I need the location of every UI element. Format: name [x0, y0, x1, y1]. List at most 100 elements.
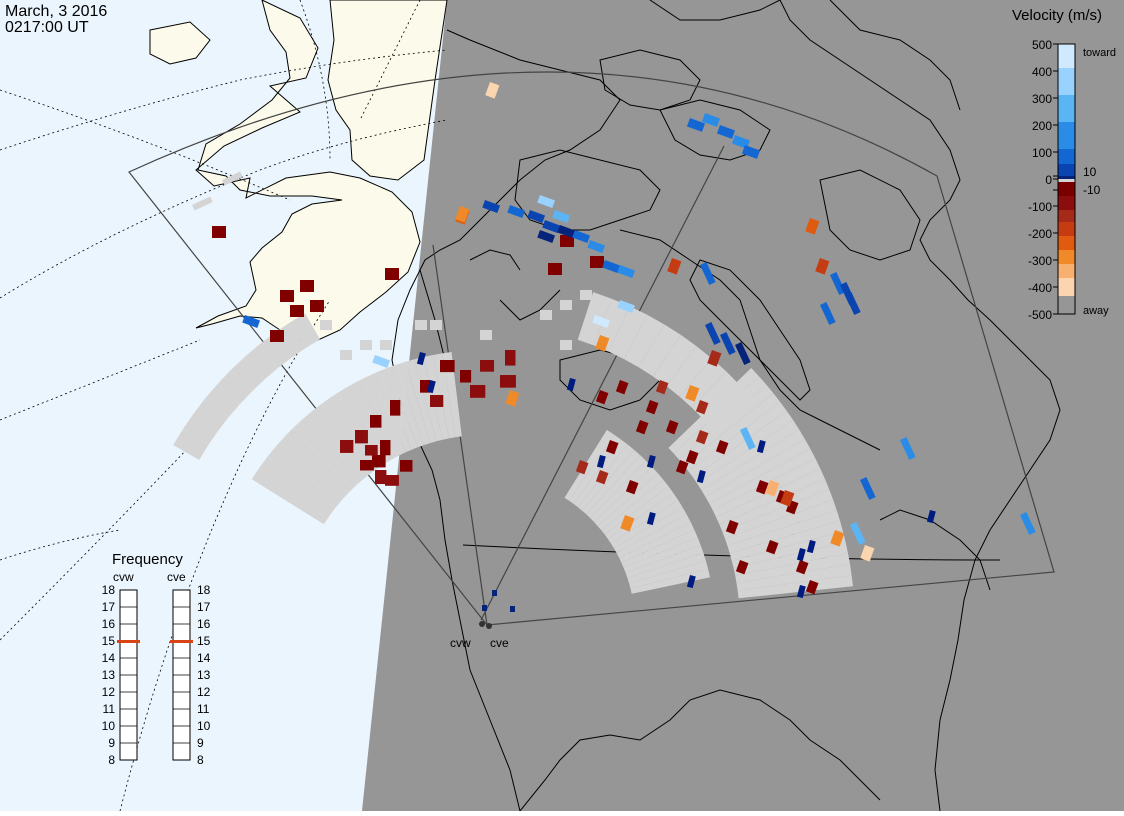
frequency-tick-label: 16 — [197, 617, 211, 631]
velocity-cell — [820, 302, 836, 325]
velocity-scale-bar — [1057, 43, 1076, 315]
velocity-cell — [592, 315, 611, 328]
velocity-cell — [560, 300, 572, 310]
scale-tick-label: 300 — [1032, 92, 1052, 106]
velocity-cell — [372, 355, 391, 368]
scale-block — [1058, 196, 1075, 210]
ground-scatter-cell — [727, 510, 840, 554]
radar-data-cells — [173, 82, 1036, 612]
velocity-cell — [590, 256, 604, 268]
velocity-cell — [400, 460, 413, 472]
velocity-cell — [756, 440, 766, 454]
velocity-cell — [655, 379, 669, 395]
frequency-marker-cvw — [117, 640, 140, 643]
away-label: away — [1083, 305, 1109, 317]
ground-scatter-cell — [736, 564, 852, 591]
ground-scatter-cell — [608, 306, 648, 360]
ground-scatter-cell — [173, 428, 209, 460]
velocity-cell — [580, 290, 592, 300]
ground-scatter-cell — [594, 467, 658, 527]
velocity-cell — [420, 380, 431, 393]
velocity-cell — [560, 340, 572, 350]
ground-scatter-cell — [666, 346, 712, 397]
scale-tick-label: -400 — [1028, 281, 1052, 295]
site-label-cve: cve — [490, 636, 509, 650]
velocity-cell — [375, 470, 387, 485]
velocity-cell — [572, 230, 591, 243]
ground-scatter-cell — [719, 478, 830, 532]
radar-sites: cvw cve — [450, 621, 509, 650]
velocity-cell — [430, 395, 444, 407]
velocity-cell — [340, 440, 354, 453]
velocity-cell — [280, 290, 294, 302]
ground-scatter-cell — [396, 361, 431, 446]
velocity-cell — [860, 545, 875, 562]
velocity-scale-title: Velocity (m/s) — [1012, 7, 1102, 24]
velocity-cell — [625, 480, 639, 495]
velocity-cell — [595, 470, 609, 485]
scale-block-ground — [1058, 179, 1075, 182]
ground-scatter-cell — [733, 542, 848, 576]
scale-block — [1058, 122, 1075, 149]
scale-block — [1058, 176, 1075, 179]
frequency-title: Frequency — [112, 551, 183, 568]
ground-scatter-cell — [705, 439, 811, 504]
scale-tick-label: 400 — [1032, 65, 1052, 79]
frequency-tick-label: 10 — [102, 719, 116, 733]
frequency-tick-label: 14 — [197, 651, 211, 665]
velocity-cell — [482, 605, 487, 611]
velocity-cell — [796, 585, 806, 599]
scale-block — [1058, 164, 1075, 176]
velocity-cell — [355, 430, 368, 444]
frequency-tick-label: 15 — [197, 634, 211, 648]
velocity-cell — [859, 477, 876, 500]
velocity-cell — [602, 260, 621, 273]
site-marker-cve — [486, 623, 492, 629]
velocity-cell — [605, 439, 619, 455]
velocity-cell — [482, 199, 501, 213]
ground-scatter-cell — [601, 479, 669, 535]
ground-scatter-cell — [625, 545, 704, 578]
ground-scatter-cell — [280, 434, 348, 499]
frequency-tick-label: 12 — [197, 685, 211, 699]
velocity-color-scale: Velocity (m/s) 500400300200100100-10-100… — [1012, 7, 1116, 322]
ground-scatter-cell — [230, 357, 265, 392]
velocity-cell — [765, 479, 780, 497]
velocity-cell — [540, 310, 552, 320]
ground-scatter-cell — [624, 314, 665, 368]
ground-scatter-cell — [716, 468, 825, 525]
velocity-cell — [440, 360, 455, 373]
velocity-cell — [830, 272, 846, 295]
velocity-cell — [740, 427, 756, 450]
frequency-tick-label: 17 — [102, 600, 116, 614]
scale-block — [1058, 210, 1075, 222]
velocity-cell — [492, 590, 497, 596]
frequency-panel: Frequency cvw cve 1817161514131211109818… — [102, 551, 211, 767]
frequency-radar-label-cvw: cvw — [113, 570, 134, 584]
velocity-cell — [500, 375, 516, 388]
velocity-cell — [696, 470, 706, 484]
ground-scatter-cell — [321, 398, 378, 473]
velocity-cell — [507, 205, 526, 218]
velocity-cell — [587, 240, 606, 253]
velocity-cell — [310, 300, 324, 312]
ground-scatter-cell — [432, 353, 456, 439]
velocity-cell — [695, 429, 709, 445]
ground-scatter-cell — [307, 409, 367, 481]
ground-scatter-cell — [678, 384, 774, 466]
ground-scatter-cell — [703, 385, 754, 433]
velocity-cell — [646, 512, 656, 526]
frequency-tick-label: 16 — [102, 617, 116, 631]
scale-tick-label: -300 — [1028, 254, 1052, 268]
ground-scatter-cell — [616, 514, 691, 558]
velocity-cell — [542, 220, 561, 233]
scale-block — [1058, 222, 1075, 236]
frequency-tick-label: 11 — [197, 702, 210, 716]
velocity-cell — [460, 370, 472, 383]
scale-tick-label: 200 — [1032, 119, 1052, 133]
velocity-cell — [780, 489, 795, 507]
scale-tick-label: 100 — [1032, 146, 1052, 160]
ground-scatter-cell — [251, 471, 328, 525]
velocity-cell — [675, 459, 689, 475]
frequency-tick-label: 13 — [197, 668, 211, 682]
